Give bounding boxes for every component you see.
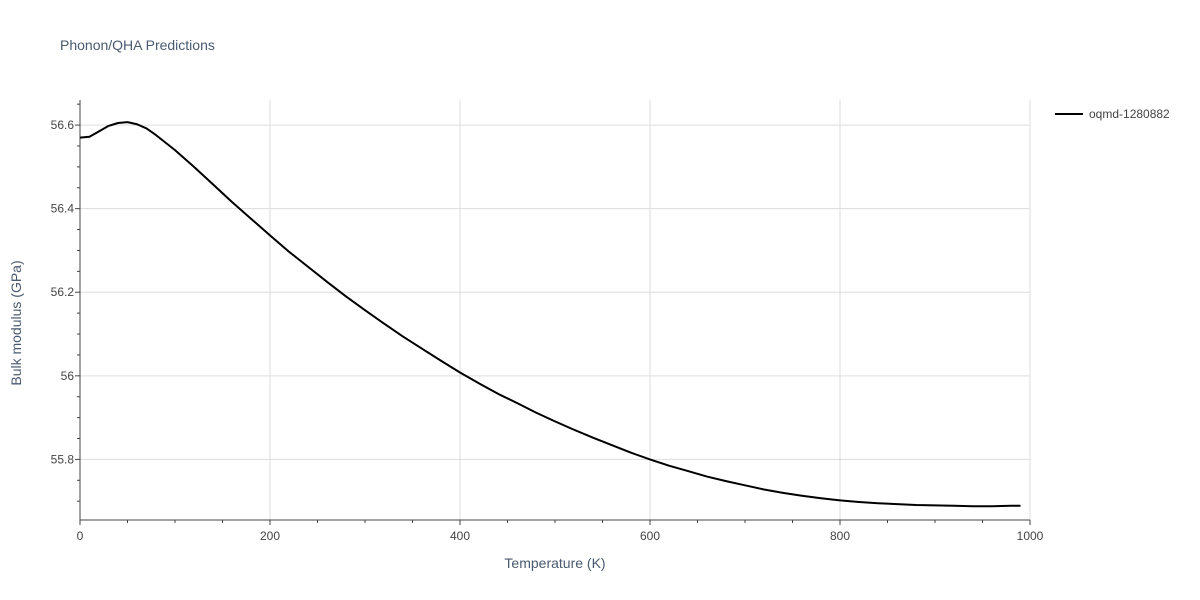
y-tick-label: 56.4 bbox=[51, 202, 75, 216]
x-axis-title: Temperature (K) bbox=[504, 555, 605, 571]
x-tick-label: 800 bbox=[830, 529, 850, 543]
x-tick-label: 600 bbox=[640, 529, 660, 543]
axes bbox=[75, 100, 1031, 525]
x-tick-label: 1000 bbox=[1017, 529, 1044, 543]
series-line-oqmd-1280882[interactable] bbox=[79, 121, 1021, 508]
legend-label[interactable]: oqmd-1280882 bbox=[1089, 107, 1170, 121]
y-tick-label: 56 bbox=[61, 369, 75, 383]
x-tick-label: 400 bbox=[450, 529, 470, 543]
legend[interactable]: oqmd-1280882 bbox=[1055, 107, 1170, 121]
x-tick-label: 0 bbox=[77, 529, 84, 543]
y-tick-label: 56.6 bbox=[51, 118, 75, 132]
tick-labels: 0 200 400 600 800 1000 55.8 56 56.2 56.4 56.6 bbox=[51, 118, 1044, 543]
y-tick-label: 56.2 bbox=[51, 285, 75, 299]
y-tick-label: 55.8 bbox=[51, 452, 75, 466]
chart-title: Phonon/QHA Predictions bbox=[60, 37, 215, 53]
grid-lines bbox=[80, 100, 1031, 520]
series-lines bbox=[79, 121, 1021, 508]
x-tick-label: 200 bbox=[260, 529, 280, 543]
y-axis-title: Bulk modulus (GPa) bbox=[8, 260, 24, 385]
